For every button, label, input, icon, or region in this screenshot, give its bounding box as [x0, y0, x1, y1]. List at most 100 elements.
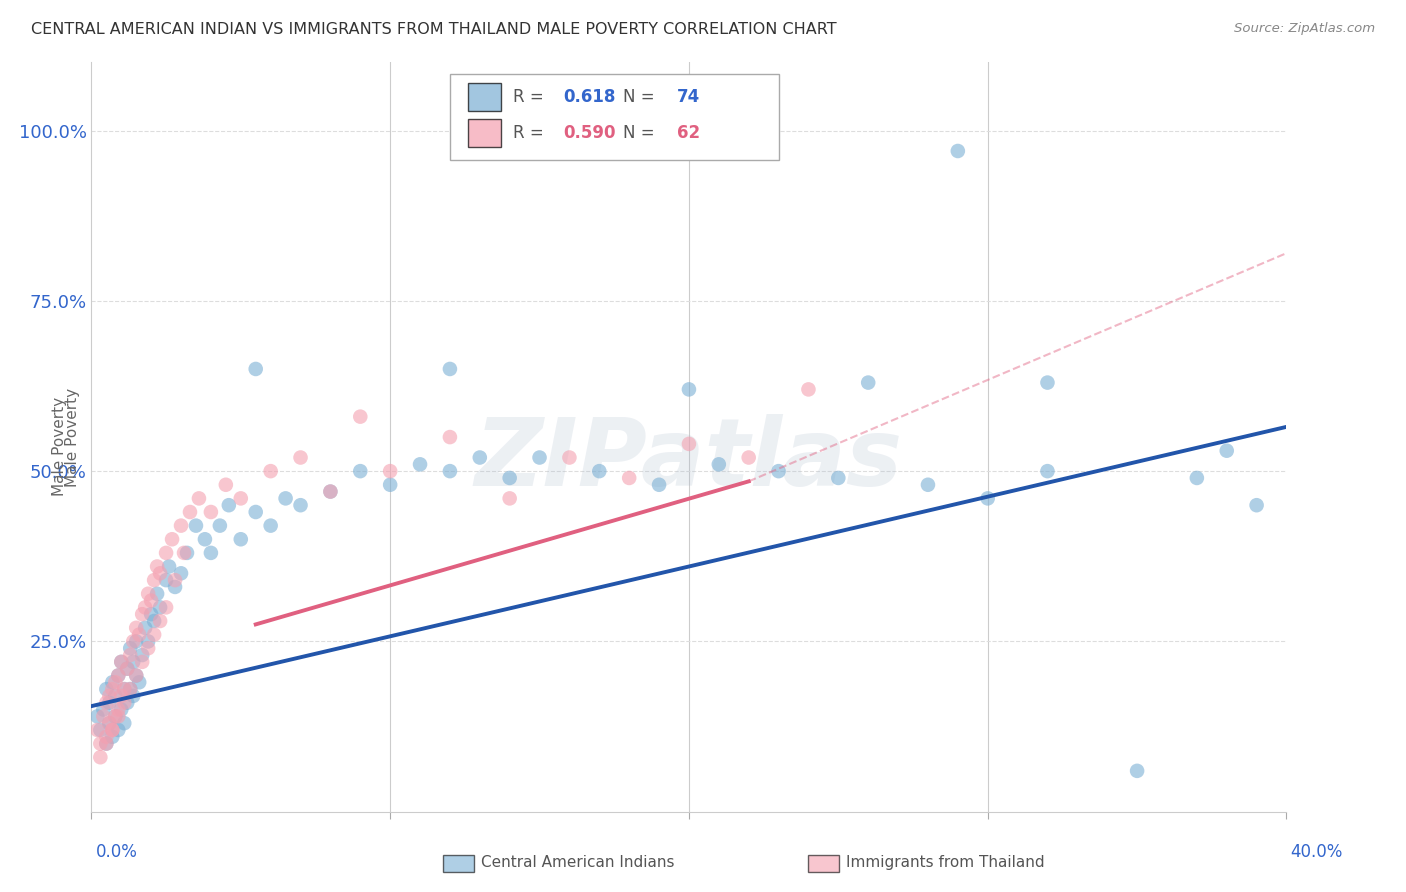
- Point: [218, 498, 240, 512]
- Point: [380, 464, 402, 478]
- Point: [349, 464, 371, 478]
- Point: [107, 668, 129, 682]
- Point: [107, 709, 129, 723]
- Point: [179, 505, 201, 519]
- Point: [93, 702, 115, 716]
- Point: [86, 723, 108, 737]
- Point: [229, 533, 252, 547]
- Point: [89, 750, 111, 764]
- Point: [101, 682, 124, 697]
- Point: [120, 648, 142, 662]
- Point: [1126, 764, 1149, 778]
- Text: CENTRAL AMERICAN INDIAN VS IMMIGRANTS FROM THAILAND MALE POVERTY CORRELATION CHA: CENTRAL AMERICAN INDIAN VS IMMIGRANTS FR…: [31, 22, 837, 37]
- FancyBboxPatch shape: [468, 119, 502, 147]
- Point: [141, 607, 163, 622]
- Point: [141, 593, 163, 607]
- Point: [115, 662, 138, 676]
- Point: [125, 634, 148, 648]
- Point: [946, 144, 969, 158]
- Point: [98, 689, 121, 703]
- Point: [104, 675, 127, 690]
- Point: [120, 682, 142, 697]
- Point: [173, 546, 195, 560]
- Point: [107, 702, 129, 716]
- Point: [588, 464, 610, 478]
- Text: N =: N =: [623, 88, 659, 106]
- Point: [170, 518, 193, 533]
- Text: N =: N =: [623, 124, 659, 142]
- Point: [107, 723, 129, 737]
- Point: [648, 477, 671, 491]
- Point: [143, 627, 166, 641]
- Point: [98, 696, 121, 710]
- Text: 0.0%: 0.0%: [96, 843, 138, 861]
- Point: [290, 450, 312, 465]
- Point: [160, 533, 183, 547]
- Point: [155, 546, 177, 560]
- Point: [215, 477, 238, 491]
- Point: [1246, 498, 1268, 512]
- Point: [409, 458, 432, 472]
- Point: [439, 362, 461, 376]
- Point: [274, 491, 297, 506]
- Point: [115, 662, 138, 676]
- Point: [125, 621, 148, 635]
- Point: [1185, 471, 1208, 485]
- Point: [245, 362, 267, 376]
- Point: [122, 634, 145, 648]
- Point: [112, 696, 135, 710]
- Text: R =: R =: [513, 124, 550, 142]
- Point: [122, 655, 145, 669]
- Point: [112, 716, 135, 731]
- Point: [101, 675, 124, 690]
- FancyBboxPatch shape: [468, 83, 502, 112]
- Point: [155, 600, 177, 615]
- Point: [143, 573, 166, 587]
- Point: [112, 682, 135, 697]
- Point: [136, 634, 159, 648]
- Point: [155, 573, 177, 587]
- Point: [184, 518, 207, 533]
- Point: [1036, 376, 1059, 390]
- Text: 74: 74: [678, 88, 700, 106]
- Point: [229, 491, 252, 506]
- Point: [136, 641, 159, 656]
- Y-axis label: Male Poverty: Male Poverty: [65, 387, 80, 487]
- Point: [619, 471, 641, 485]
- Point: [128, 627, 150, 641]
- Point: [768, 464, 790, 478]
- Point: [98, 716, 121, 731]
- Point: [120, 641, 142, 656]
- Point: [125, 668, 148, 682]
- Point: [290, 498, 312, 512]
- Text: 0.618: 0.618: [564, 88, 616, 106]
- Point: [529, 450, 551, 465]
- Point: [194, 533, 217, 547]
- Point: [110, 655, 132, 669]
- Point: [163, 580, 186, 594]
- Point: [96, 696, 118, 710]
- Point: [115, 696, 138, 710]
- Text: Source: ZipAtlas.com: Source: ZipAtlas.com: [1234, 22, 1375, 36]
- Point: [319, 484, 342, 499]
- Point: [89, 723, 111, 737]
- Text: 62: 62: [678, 124, 700, 142]
- Point: [86, 709, 108, 723]
- Point: [104, 709, 127, 723]
- Point: [89, 737, 111, 751]
- Point: [157, 559, 180, 574]
- Point: [245, 505, 267, 519]
- Point: [170, 566, 193, 581]
- Point: [558, 450, 581, 465]
- Point: [499, 491, 522, 506]
- Point: [110, 702, 132, 716]
- Point: [146, 559, 169, 574]
- Point: [96, 730, 118, 744]
- Point: [149, 566, 172, 581]
- Point: [120, 682, 142, 697]
- Point: [200, 505, 222, 519]
- Point: [101, 730, 124, 744]
- Point: [143, 614, 166, 628]
- Point: [107, 668, 129, 682]
- Point: [110, 655, 132, 669]
